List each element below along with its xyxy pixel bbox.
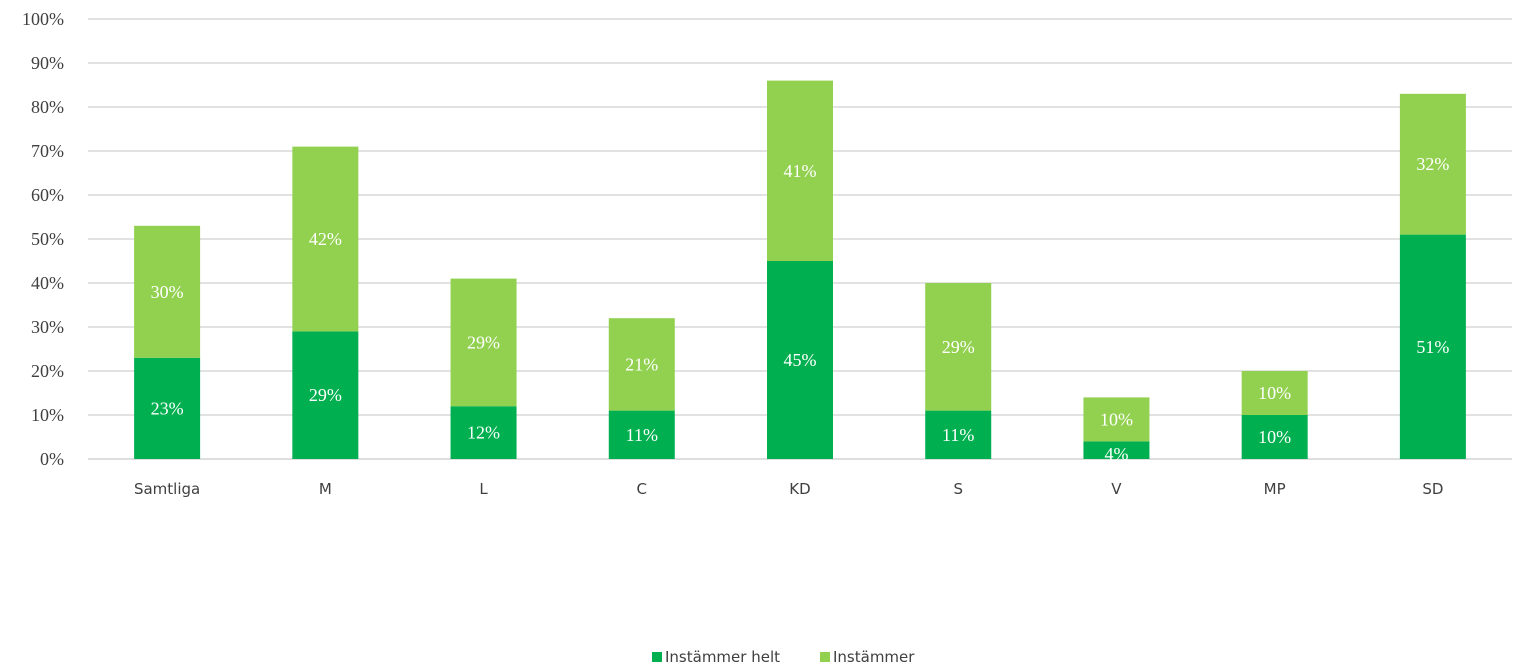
- data-label: 21%: [625, 354, 658, 374]
- x-tick-label: S: [953, 480, 963, 498]
- data-labels: 23% 30% 29% 42% 12% 29% 11% 21% 45% 41% 11% 29% 4% 10…: [151, 154, 1450, 464]
- bar-segment: [1399, 93, 1466, 235]
- data-label: 51%: [1416, 337, 1449, 357]
- bar-segment: [292, 331, 359, 459]
- bar-segment: [925, 410, 992, 459]
- bar-segment: [134, 357, 201, 459]
- x-tick-label: V: [1111, 480, 1122, 498]
- data-label: 42%: [309, 229, 342, 249]
- x-tick-label: SD: [1422, 480, 1443, 498]
- data-label: 45%: [784, 350, 817, 370]
- data-label: 29%: [467, 332, 500, 352]
- data-label: 10%: [1100, 409, 1133, 429]
- bar-segment: [608, 410, 675, 459]
- y-tick-label: 40%: [31, 273, 64, 293]
- y-tick-label: 10%: [31, 405, 64, 425]
- y-tick-label: 90%: [31, 53, 64, 73]
- bar-segment: [134, 225, 201, 358]
- data-label: 10%: [1258, 383, 1291, 403]
- x-tick-label: L: [479, 480, 488, 498]
- x-tick-label: C: [637, 480, 647, 498]
- y-axis-tick-labels: 0% 10% 20% 30% 40% 50% 60% 70% 80% 90% 100%: [22, 9, 64, 469]
- legend-label-instammer-helt: Instämmer helt: [665, 648, 780, 666]
- bar-segment: [450, 278, 517, 407]
- bar-segment: [1241, 415, 1308, 459]
- bar-segment: [1083, 441, 1150, 459]
- y-tick-label: 50%: [31, 229, 64, 249]
- bar-segment: [925, 283, 992, 411]
- data-label: 32%: [1416, 154, 1449, 174]
- y-tick-label: 60%: [31, 185, 64, 205]
- bar-segment: [1083, 397, 1150, 442]
- x-axis-tick-labels: Samtliga M L C KD S V MP SD: [134, 480, 1443, 498]
- y-tick-label: 0%: [40, 449, 64, 469]
- legend: Instämmer helt Instämmer: [652, 648, 915, 666]
- data-label: 10%: [1258, 427, 1291, 447]
- bar-segment: [767, 80, 833, 261]
- data-label: 11%: [626, 425, 658, 445]
- bar-segment: [450, 406, 517, 459]
- bar-segment: [608, 318, 675, 411]
- legend-swatch-instammer: [820, 652, 830, 662]
- bar-segment: [767, 261, 833, 459]
- bar-segment: [1399, 234, 1466, 459]
- y-tick-label: 100%: [22, 9, 64, 29]
- bar-segment: [292, 146, 359, 332]
- data-label: 29%: [942, 337, 975, 357]
- legend-swatch-instammer-helt: [652, 652, 662, 662]
- data-label: 4%: [1104, 444, 1128, 464]
- legend-label-instammer: Instämmer: [833, 648, 915, 666]
- data-label: 41%: [784, 161, 817, 181]
- data-label: 23%: [151, 398, 184, 418]
- x-tick-label: KD: [789, 480, 810, 498]
- data-label: 11%: [942, 425, 974, 445]
- x-tick-label: M: [319, 480, 332, 498]
- x-tick-label: Samtliga: [134, 480, 200, 498]
- bars: [134, 80, 1466, 459]
- data-label: 30%: [151, 282, 184, 302]
- bar-segment: [1241, 371, 1308, 415]
- y-tick-label: 80%: [31, 97, 64, 117]
- data-label: 12%: [467, 423, 500, 443]
- x-tick-label: MP: [1264, 480, 1286, 498]
- y-tick-label: 30%: [31, 317, 64, 337]
- data-label: 29%: [309, 385, 342, 405]
- y-tick-label: 20%: [31, 361, 64, 381]
- y-tick-label: 70%: [31, 141, 64, 161]
